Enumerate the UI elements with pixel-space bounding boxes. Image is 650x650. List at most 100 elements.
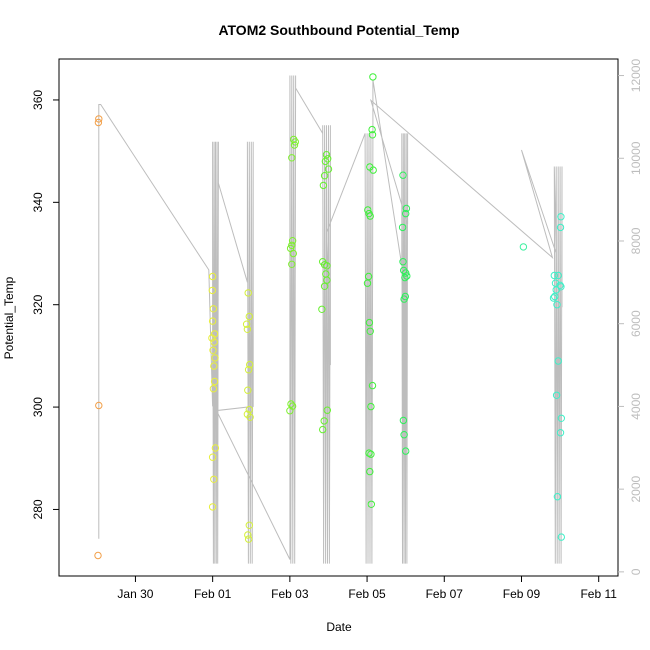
data-point xyxy=(554,271,562,280)
data-point xyxy=(94,551,102,560)
x-tick-label: Jan 30 xyxy=(117,587,153,601)
data-point xyxy=(557,533,565,541)
data-point xyxy=(556,223,565,232)
data-point xyxy=(245,405,254,414)
x-axis-label: Date xyxy=(326,620,352,634)
data-point xyxy=(243,325,252,333)
x-tick-label: Feb 03 xyxy=(271,587,309,601)
secondary-y-tick-label: 4000 xyxy=(629,393,643,420)
secondary-y-tick-label: 8000 xyxy=(629,227,643,254)
x-tick-label: Feb 01 xyxy=(194,587,232,601)
data-point xyxy=(366,327,374,335)
data-point xyxy=(242,320,251,328)
data-point xyxy=(363,279,372,287)
data-point xyxy=(210,338,218,346)
data-point xyxy=(553,493,562,501)
data-point xyxy=(319,181,328,190)
data-point xyxy=(402,209,410,218)
data-point xyxy=(323,406,331,414)
data-point xyxy=(368,381,377,390)
data-point xyxy=(369,73,377,81)
x-tick-label: Feb 11 xyxy=(580,587,617,601)
data-point xyxy=(324,165,333,173)
data-point xyxy=(368,125,376,134)
plot-frame xyxy=(58,58,619,577)
secondary-y-tick-label: 0 xyxy=(629,568,643,575)
data-point xyxy=(320,417,328,425)
secondary-y-tick-label: 6000 xyxy=(629,310,643,337)
data-point xyxy=(401,273,409,282)
data-point xyxy=(244,535,253,543)
data-point xyxy=(95,115,103,123)
data-point xyxy=(324,155,332,163)
data-point xyxy=(549,294,558,302)
data-point xyxy=(246,360,254,369)
data-point xyxy=(551,292,559,301)
secondary-y-axis: 0 2000 4000 6000 8000 10000 12000 xyxy=(618,59,643,575)
data-point xyxy=(244,386,252,394)
data-point xyxy=(367,402,375,411)
data-point xyxy=(402,204,411,213)
data-point xyxy=(211,354,219,362)
data-point xyxy=(318,305,326,313)
data-point xyxy=(556,429,565,437)
data-point xyxy=(210,362,218,370)
data-point xyxy=(519,243,528,251)
data-point xyxy=(552,286,560,294)
data-point xyxy=(286,407,294,415)
data-point xyxy=(554,357,562,365)
data-point xyxy=(210,475,218,483)
data-point xyxy=(552,391,561,399)
y-tick-label: 280 xyxy=(31,499,45,519)
data-point xyxy=(368,131,377,139)
data-point xyxy=(211,444,220,452)
x-axis: Jan 30 Feb 01 Feb 03 Feb 05 Feb 07 Feb 09 Feb … xyxy=(117,576,617,601)
y-tick-label: 320 xyxy=(31,294,45,314)
data-point xyxy=(399,258,407,266)
y-tick-label: 340 xyxy=(31,192,45,212)
data-point xyxy=(209,305,218,313)
data-point xyxy=(366,467,374,476)
data-point xyxy=(365,318,374,327)
data-point xyxy=(209,346,217,354)
data-point xyxy=(553,301,561,309)
data-point xyxy=(365,449,373,457)
data-point xyxy=(246,413,254,421)
data-point xyxy=(369,166,377,174)
secondary-y-tick-label: 12000 xyxy=(629,59,643,93)
data-point xyxy=(244,366,253,374)
data-point xyxy=(398,223,407,232)
data-point xyxy=(320,172,329,180)
y-axis: 280 300 320 340 360 xyxy=(31,90,59,519)
y-axis-label: Potential_Temp xyxy=(2,276,16,359)
data-point xyxy=(245,312,254,321)
data-point xyxy=(402,447,410,455)
data-point xyxy=(290,141,299,149)
secondary-y-tick-label: 2000 xyxy=(629,475,643,502)
data-point xyxy=(210,377,219,386)
y-tick-label: 360 xyxy=(31,90,45,110)
x-tick-label: Feb 09 xyxy=(503,587,541,601)
data-point xyxy=(94,118,103,127)
data-point xyxy=(209,385,218,393)
data-point xyxy=(291,138,299,146)
data-point xyxy=(403,272,411,280)
data-point xyxy=(399,171,407,179)
data-point xyxy=(367,500,375,508)
x-tick-label: Feb 07 xyxy=(426,587,464,601)
data-point xyxy=(323,262,331,270)
data-point xyxy=(208,317,217,325)
data-point xyxy=(244,531,252,539)
data-point xyxy=(319,425,327,434)
data-points xyxy=(94,73,565,560)
data-point xyxy=(399,416,408,425)
depth-trace xyxy=(98,75,563,564)
data-point xyxy=(208,272,217,281)
secondary-y-tick-label: 10000 xyxy=(629,141,643,175)
data-point xyxy=(364,206,372,214)
data-point xyxy=(95,401,103,410)
data-point xyxy=(288,260,296,268)
data-point xyxy=(557,414,565,422)
data-point xyxy=(289,249,297,258)
data-point xyxy=(208,453,217,461)
